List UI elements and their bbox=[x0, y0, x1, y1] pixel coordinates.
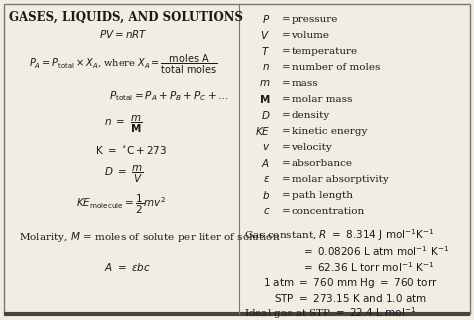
Text: $\mathrm{K}\ =\ {^{\circ}}\mathrm{C} + 273$: $\mathrm{K}\ =\ {^{\circ}}\mathrm{C} + 2… bbox=[95, 144, 167, 156]
Text: =: = bbox=[283, 95, 291, 104]
Text: $V$: $V$ bbox=[261, 29, 270, 41]
Text: $PV = nRT$: $PV = nRT$ bbox=[99, 28, 148, 40]
Text: $D\ =\ \dfrac{m}{V}$: $D\ =\ \dfrac{m}{V}$ bbox=[104, 164, 144, 185]
Text: $KE$: $KE$ bbox=[255, 125, 270, 137]
Text: $v$: $v$ bbox=[262, 142, 270, 152]
Text: =: = bbox=[283, 79, 291, 88]
Text: =: = bbox=[283, 31, 291, 40]
Text: mass: mass bbox=[292, 79, 318, 88]
Text: =: = bbox=[283, 15, 291, 24]
Text: $b$: $b$ bbox=[262, 189, 270, 201]
Text: $\varepsilon$: $\varepsilon$ bbox=[263, 174, 270, 184]
Text: =: = bbox=[283, 143, 291, 152]
Text: Ideal gas at STP $=\ 22.4\ \mathrm{L\ mol^{-1}}$: Ideal gas at STP $=\ 22.4\ \mathrm{L\ mo… bbox=[244, 305, 417, 320]
Text: =: = bbox=[283, 127, 291, 136]
Text: $m$: $m$ bbox=[259, 78, 270, 88]
Text: $P_{\mathrm{total}} = P_A + P_B + P_C + \ldots$: $P_{\mathrm{total}} = P_A + P_B + P_C + … bbox=[109, 89, 229, 103]
Text: $c$: $c$ bbox=[263, 206, 270, 216]
Text: molar mass: molar mass bbox=[292, 95, 352, 104]
Text: $n\ =\ \dfrac{m}{\mathbf{M}}$: $n\ =\ \dfrac{m}{\mathbf{M}}$ bbox=[104, 114, 143, 135]
Text: molar absorptivity: molar absorptivity bbox=[292, 175, 388, 184]
Text: temperature: temperature bbox=[292, 47, 358, 56]
Text: number of moles: number of moles bbox=[292, 63, 380, 72]
Text: path length: path length bbox=[292, 191, 353, 200]
Text: $P$: $P$ bbox=[262, 13, 270, 25]
Text: Molarity, $M$ = moles of solute per liter of solution: Molarity, $M$ = moles of solute per lite… bbox=[19, 230, 281, 244]
Text: Gas constant, $R\ =\ 8.314\ \mathrm{J\ mol^{-1}K^{-1}}$: Gas constant, $R\ =\ 8.314\ \mathrm{J\ m… bbox=[244, 227, 435, 243]
Text: $\mathrm{STP\ =\ 273.15\ K\ and\ 1.0\ atm}$: $\mathrm{STP\ =\ 273.15\ K\ and\ 1.0\ at… bbox=[274, 292, 427, 304]
Text: =: = bbox=[283, 207, 291, 216]
Text: pressure: pressure bbox=[292, 15, 338, 24]
Text: $P_A = P_{\mathrm{total}} \times X_A$, where $X_A = \dfrac{\mathrm{moles\ A}}{\m: $P_A = P_{\mathrm{total}} \times X_A$, w… bbox=[29, 52, 218, 76]
Text: $\mathbf{M}$: $\mathbf{M}$ bbox=[259, 93, 270, 105]
Text: =: = bbox=[283, 111, 291, 120]
Text: $n$: $n$ bbox=[262, 62, 270, 72]
Text: $1\ \mathrm{atm\ =\ 760\ mm\ Hg\ =\ 760\ torr}$: $1\ \mathrm{atm\ =\ 760\ mm\ Hg\ =\ 760\… bbox=[264, 276, 438, 290]
Text: $A\ =\ \varepsilon bc$: $A\ =\ \varepsilon bc$ bbox=[104, 261, 151, 273]
Text: =: = bbox=[283, 159, 291, 168]
Text: velocity: velocity bbox=[292, 143, 332, 152]
Text: $A$: $A$ bbox=[261, 157, 270, 169]
Text: $T$: $T$ bbox=[261, 45, 270, 57]
Text: $=\ 62.36\ \mathrm{L\ torr\ mol^{-1}\ K^{-1}}$: $=\ 62.36\ \mathrm{L\ torr\ mol^{-1}\ K^… bbox=[301, 260, 435, 274]
Text: =: = bbox=[283, 47, 291, 56]
Text: volume: volume bbox=[292, 31, 329, 40]
Text: =: = bbox=[283, 63, 291, 72]
Text: GASES, LIQUIDS, AND SOLUTIONS: GASES, LIQUIDS, AND SOLUTIONS bbox=[9, 11, 244, 24]
Text: =: = bbox=[283, 175, 291, 184]
Text: $D$: $D$ bbox=[261, 109, 270, 121]
Text: $=\ 0.08206\ \mathrm{L\ atm\ mol^{-1}\ K^{-1}}$: $=\ 0.08206\ \mathrm{L\ atm\ mol^{-1}\ K… bbox=[301, 244, 449, 258]
Text: =: = bbox=[283, 191, 291, 200]
Text: density: density bbox=[292, 111, 330, 120]
Text: kinetic energy: kinetic energy bbox=[292, 127, 367, 136]
Text: $KE_{\mathrm{molecule}} = \dfrac{1}{2}mv^2$: $KE_{\mathrm{molecule}} = \dfrac{1}{2}mv… bbox=[76, 193, 166, 216]
Text: absorbance: absorbance bbox=[292, 159, 353, 168]
Text: concentration: concentration bbox=[292, 207, 365, 216]
